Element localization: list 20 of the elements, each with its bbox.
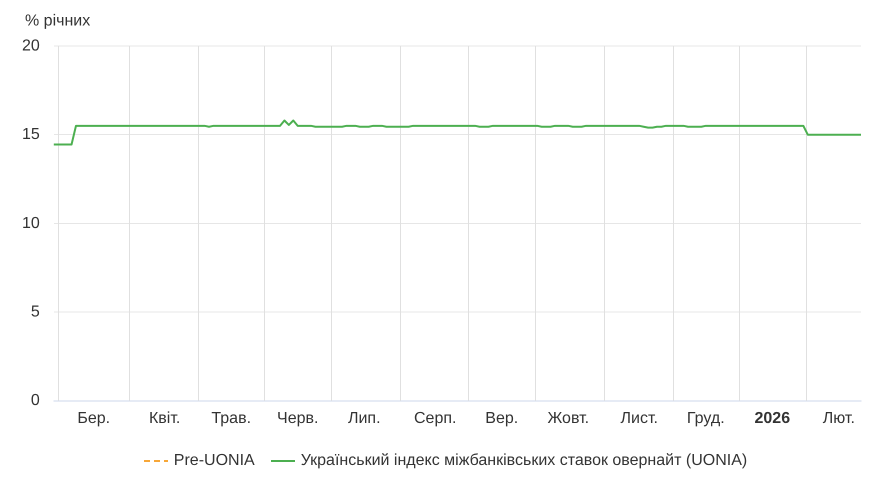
y-tick-label: 15 <box>22 126 40 144</box>
legend-label: Pre-UONIA <box>174 452 255 470</box>
x-tick-label: Лют. <box>822 410 855 427</box>
x-tick-label: Жовт. <box>547 410 590 427</box>
x-tick-label: Трав. <box>211 410 252 427</box>
x-tick-label: Квіт. <box>148 410 180 427</box>
y-axis-title: % річних <box>25 12 90 30</box>
x-tick-label: Лист. <box>620 410 658 427</box>
x-tick-label: Бер. <box>77 410 110 427</box>
x-tick-label: Вер. <box>485 410 518 427</box>
legend-label: Український індекс міжбанківських ставок овернайт (UONIA) <box>300 452 748 470</box>
y-tick-label: 10 <box>22 214 40 232</box>
y-tick-label: 5 <box>30 304 40 321</box>
x-tick-label: Груд. <box>686 410 725 427</box>
x-tick-label: 2026 <box>754 410 790 427</box>
x-tick-label: Черв. <box>277 410 318 427</box>
x-tick-label: Лип. <box>348 410 381 427</box>
x-tick-label: Серп. <box>414 410 456 427</box>
y-tick-label: 0 <box>30 392 40 410</box>
y-tick-label: 20 <box>22 37 40 54</box>
